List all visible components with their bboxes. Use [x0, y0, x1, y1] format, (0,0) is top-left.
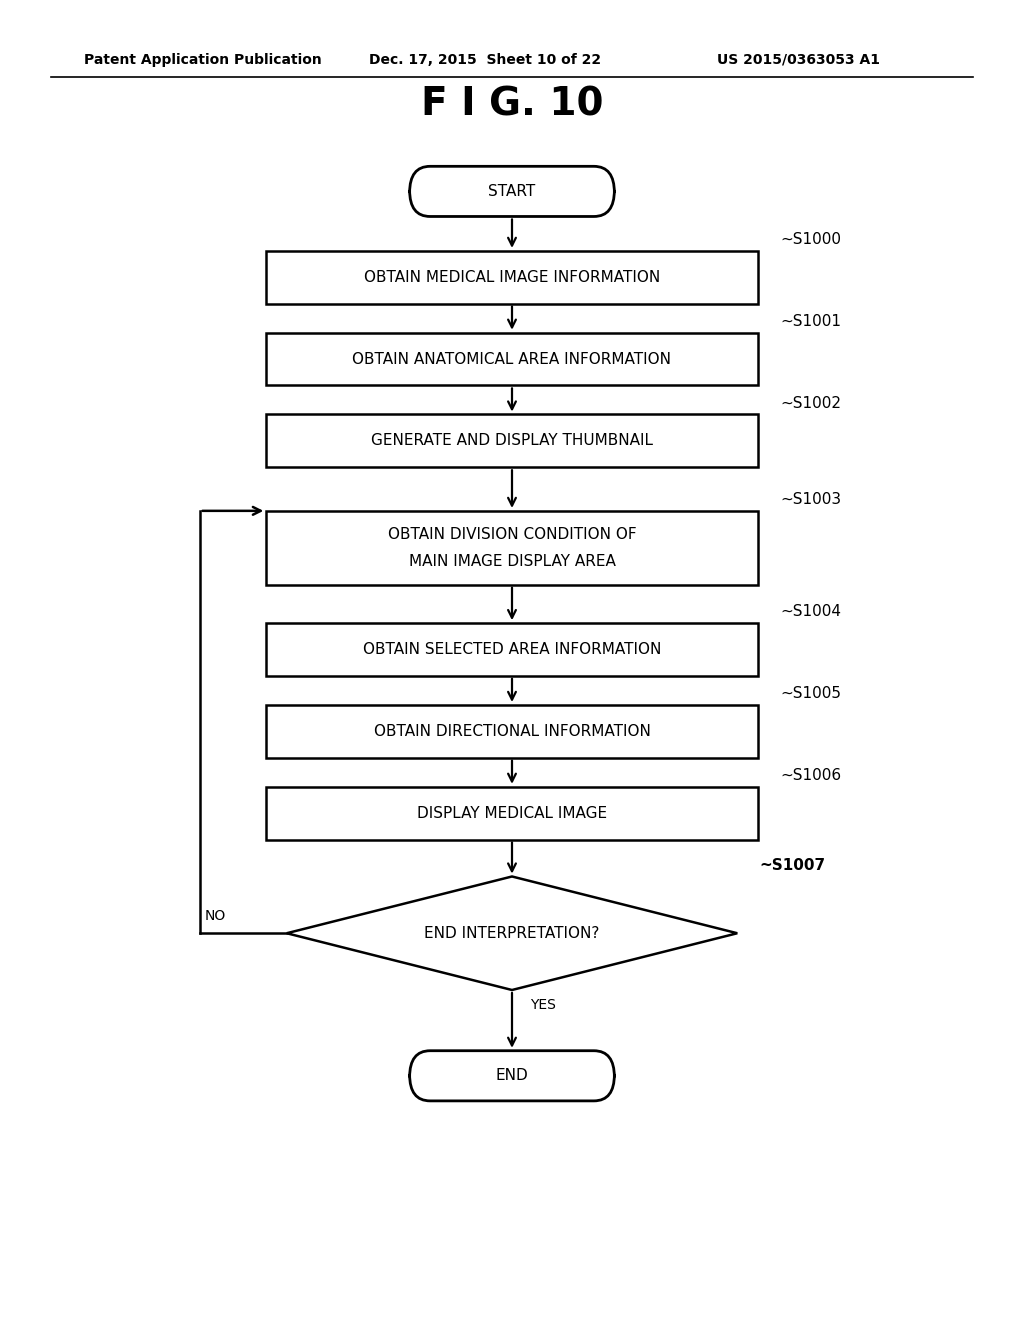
- Text: OBTAIN ANATOMICAL AREA INFORMATION: OBTAIN ANATOMICAL AREA INFORMATION: [352, 351, 672, 367]
- Text: OBTAIN DIRECTIONAL INFORMATION: OBTAIN DIRECTIONAL INFORMATION: [374, 723, 650, 739]
- Text: END INTERPRETATION?: END INTERPRETATION?: [424, 925, 600, 941]
- Bar: [266, 511, 758, 585]
- Bar: [266, 787, 758, 840]
- Text: F I G. 10: F I G. 10: [421, 86, 603, 123]
- Text: NO: NO: [205, 908, 226, 923]
- Text: ~S1006: ~S1006: [780, 768, 842, 783]
- Text: ~S1007: ~S1007: [760, 858, 826, 873]
- Text: START: START: [488, 183, 536, 199]
- Text: ~S1005: ~S1005: [780, 686, 842, 701]
- Text: US 2015/0363053 A1: US 2015/0363053 A1: [717, 53, 880, 67]
- Text: OBTAIN SELECTED AREA INFORMATION: OBTAIN SELECTED AREA INFORMATION: [362, 642, 662, 657]
- Text: OBTAIN DIVISION CONDITION OF: OBTAIN DIVISION CONDITION OF: [388, 527, 636, 543]
- Text: Dec. 17, 2015  Sheet 10 of 22: Dec. 17, 2015 Sheet 10 of 22: [369, 53, 601, 67]
- Text: END: END: [496, 1068, 528, 1084]
- Text: OBTAIN MEDICAL IMAGE INFORMATION: OBTAIN MEDICAL IMAGE INFORMATION: [364, 269, 660, 285]
- Polygon shape: [287, 876, 737, 990]
- Bar: [266, 333, 758, 385]
- Text: ~S1004: ~S1004: [780, 605, 842, 619]
- Bar: [266, 251, 758, 304]
- FancyBboxPatch shape: [410, 1051, 614, 1101]
- Text: GENERATE AND DISPLAY THUMBNAIL: GENERATE AND DISPLAY THUMBNAIL: [371, 433, 653, 449]
- Text: ~S1003: ~S1003: [780, 492, 842, 507]
- Text: DISPLAY MEDICAL IMAGE: DISPLAY MEDICAL IMAGE: [417, 805, 607, 821]
- Text: YES: YES: [530, 998, 556, 1011]
- Text: ~S1001: ~S1001: [780, 314, 842, 329]
- Bar: [266, 414, 758, 467]
- FancyBboxPatch shape: [410, 166, 614, 216]
- Text: ~S1000: ~S1000: [780, 232, 842, 247]
- Text: ~S1002: ~S1002: [780, 396, 842, 411]
- Text: MAIN IMAGE DISPLAY AREA: MAIN IMAGE DISPLAY AREA: [409, 553, 615, 569]
- Bar: [266, 705, 758, 758]
- Text: Patent Application Publication: Patent Application Publication: [84, 53, 322, 67]
- Bar: [266, 623, 758, 676]
